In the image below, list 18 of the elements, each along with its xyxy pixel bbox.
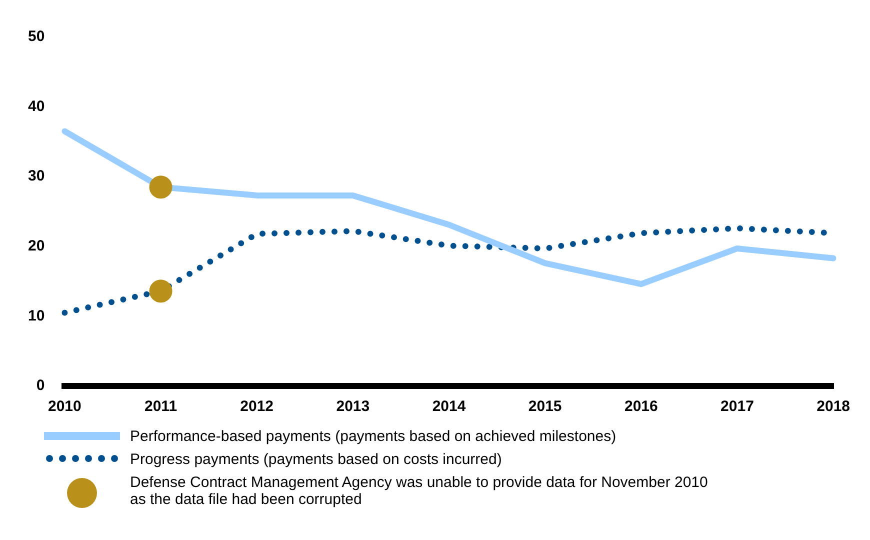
x-tick-label: 2017: [720, 398, 754, 416]
y-tick-label: 10: [28, 307, 45, 324]
y-tick-label: 0: [36, 377, 45, 394]
x-tick-label: 2013: [336, 398, 370, 416]
legend-label: Progress payments (payments based on costs incurred): [130, 451, 503, 468]
x-tick-label: 2014: [432, 398, 466, 416]
y-tick-label: 40: [28, 98, 45, 115]
x-tick-label: 2012: [240, 398, 274, 416]
x-tick-label: 2010: [48, 398, 82, 416]
legend-label: Defense Contract Management Agency was unable to provide data for November 2010 as the data file had been corrupted: [130, 474, 709, 508]
x-tick-label: 2015: [528, 398, 562, 416]
legend-label: Performance-based payments (payments based on achieved milestones): [130, 428, 618, 445]
x-tick-label: 2016: [624, 398, 658, 416]
x-tick-label: 2018: [816, 398, 850, 416]
x-tick-label: 2011: [144, 398, 178, 416]
y-tick-label: 20: [28, 238, 45, 255]
y-tick-label: 50: [28, 28, 45, 46]
y-tick-label: 30: [28, 168, 45, 185]
